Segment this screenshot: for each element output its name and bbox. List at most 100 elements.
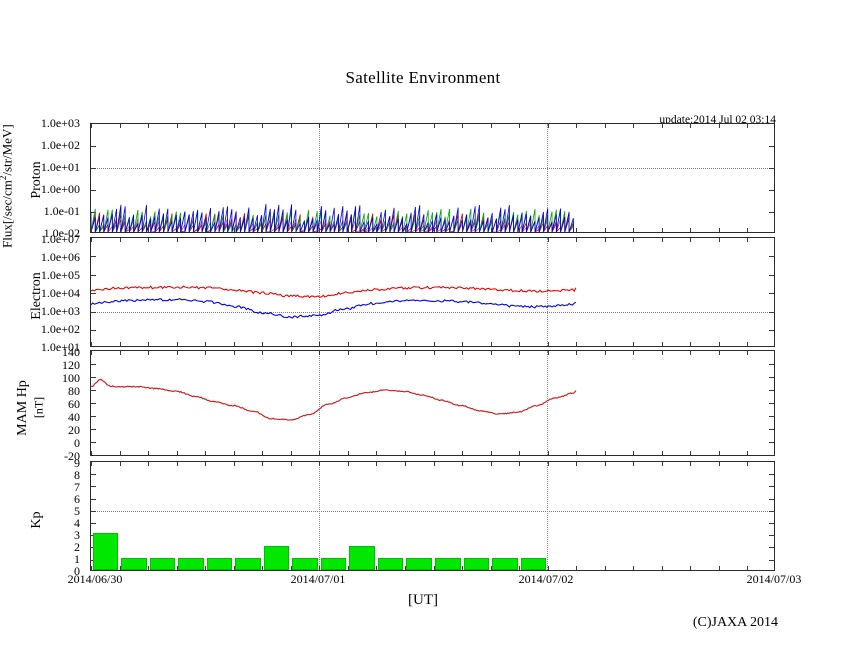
kp-bar	[463, 557, 490, 570]
x-tick-mark	[91, 462, 92, 466]
x-tick-mark	[690, 462, 692, 466]
x-tick-mark	[233, 451, 235, 455]
x-tick-mark	[290, 351, 292, 355]
x-tick-mark	[604, 228, 606, 232]
x-tick-mark	[433, 228, 435, 232]
x-tick-mark	[490, 462, 492, 466]
x-tick-mark	[205, 124, 207, 128]
x-tick-mark	[347, 451, 349, 455]
x-tick-mark	[519, 238, 521, 242]
kp-plot-area	[91, 462, 774, 570]
electron-ytick-mark	[769, 293, 774, 294]
proton-plot-area	[91, 124, 774, 232]
x-tick-mark	[433, 124, 435, 128]
x-tick-mark	[604, 124, 606, 128]
x-tick-mark	[91, 228, 92, 232]
kp-bar	[263, 545, 290, 570]
proton-ytick: 1.0e+02	[40, 138, 80, 152]
x-tick-mark	[262, 342, 264, 346]
day-gridline	[319, 124, 320, 232]
proton-axis-name: Proton	[29, 161, 44, 199]
x-tick-mark	[661, 228, 663, 232]
kp-ytick-mark	[91, 499, 96, 500]
kp-ytick: 5	[74, 504, 80, 518]
kp-ytick: 9	[74, 456, 80, 470]
electron-traces	[91, 285, 577, 319]
x-tick-mark	[519, 342, 521, 346]
proton-ytick: 1.0e+01	[40, 160, 80, 174]
electron-ytick-mark	[769, 275, 774, 276]
x-tick-mark	[747, 238, 749, 242]
kp-bar	[178, 557, 204, 570]
electron-ytick: 1.0e+03	[40, 304, 80, 318]
kp-axis-name: Kp	[29, 511, 44, 529]
kp-ytick-mark	[769, 474, 774, 475]
panel-kp	[90, 461, 775, 571]
x-tick-mark	[148, 451, 150, 455]
proton-ytick-mark	[769, 168, 774, 169]
x-tick-mark	[462, 462, 464, 466]
x-tick-mark	[661, 342, 663, 346]
kp-ytick: 0	[74, 564, 80, 578]
x-tick-mark	[290, 566, 292, 570]
x-tick-mark	[233, 342, 235, 346]
electron-ytick-mark	[91, 275, 96, 276]
x-tick-mark	[490, 228, 492, 232]
x-tick-mark	[91, 238, 92, 242]
x-tick-mark	[433, 566, 435, 570]
x-tick-mark	[176, 228, 178, 232]
x-tick-mark	[690, 351, 692, 355]
x-tick-mark	[119, 228, 121, 232]
kp-bar	[149, 557, 176, 570]
x-tick-mark	[547, 124, 549, 128]
x-tick-mark	[519, 228, 521, 232]
kp-bar	[121, 557, 147, 570]
kp-bar	[349, 545, 375, 570]
x-tick-mark	[262, 238, 264, 242]
x-tick-mark	[576, 462, 578, 466]
x-tick-mark	[233, 228, 235, 232]
x-tick-mark	[233, 124, 235, 128]
x-tick-mark	[519, 462, 521, 466]
proton-gridline	[91, 168, 774, 169]
x-tick-labels: 2014/06/30 2014/07/01 2014/07/02 2014/07…	[0, 572, 846, 588]
x-tick-mark	[747, 351, 749, 355]
x-tick-mark	[433, 351, 435, 355]
x-tick-mark	[490, 351, 492, 355]
x-tick-mark	[661, 451, 663, 455]
x-tick-mark	[576, 342, 578, 346]
x-tick-mark	[547, 462, 549, 466]
x-tick-mark	[376, 238, 378, 242]
proton-ytick-mark	[769, 212, 774, 213]
x-tick-mark	[176, 566, 178, 570]
kp-ytick: 6	[74, 492, 80, 506]
x-tick-mark	[433, 451, 435, 455]
electron-ytick: 1.0e+04	[40, 286, 80, 300]
x-tick-mark	[433, 462, 435, 466]
electron-gridline	[91, 312, 774, 313]
x-tick-mark	[690, 228, 692, 232]
electron-ytick-mark	[91, 312, 96, 313]
x-tick-mark	[404, 566, 406, 570]
x-tick-mark	[262, 124, 264, 128]
day-gridline	[319, 462, 320, 570]
x-tick-mark	[148, 462, 150, 466]
x-tick-mark	[604, 351, 606, 355]
kp-bar	[235, 557, 261, 570]
kp-bar	[320, 557, 347, 570]
x-tick-label: 2014/07/02	[518, 572, 574, 586]
x-tick-mark	[290, 228, 292, 232]
x-tick-mark	[176, 342, 178, 346]
x-tick-mark	[290, 451, 292, 455]
x-tick-mark	[290, 124, 292, 128]
x-tick-mark	[347, 462, 349, 466]
x-tick-mark	[661, 351, 663, 355]
x-tick-mark	[319, 228, 321, 232]
mam-ytick-mark	[769, 390, 774, 391]
x-tick-mark	[690, 124, 692, 128]
page-title: Satellite Environment	[345, 68, 501, 87]
kp-ytick-mark	[769, 511, 774, 512]
kp-bar	[406, 557, 432, 570]
x-tick-mark	[404, 238, 406, 242]
x-tick-mark	[290, 238, 292, 242]
